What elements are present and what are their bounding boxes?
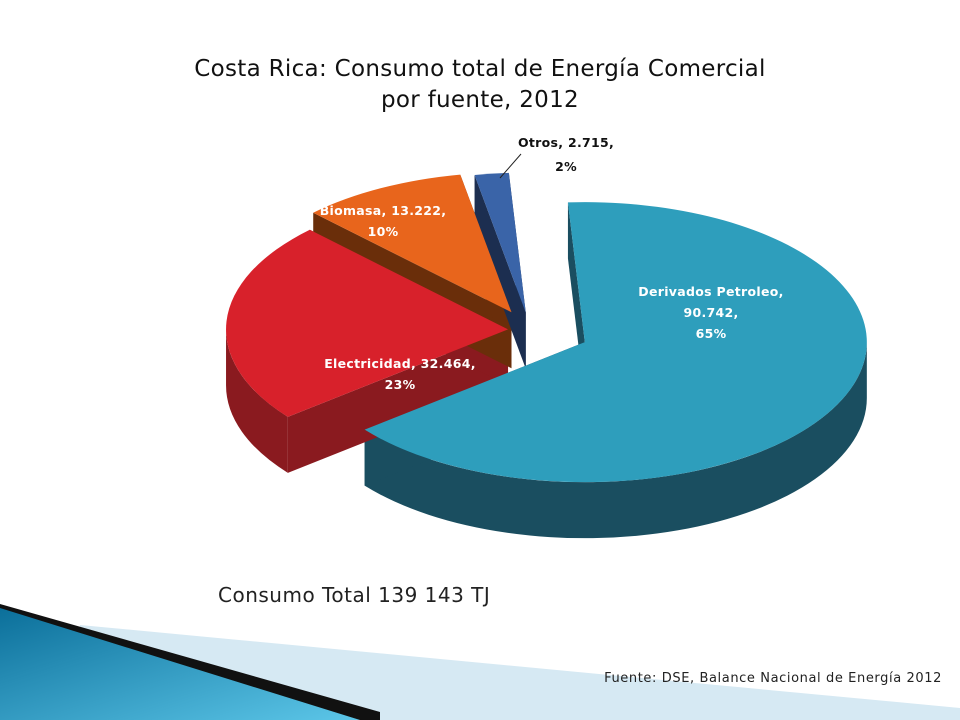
chart-title-line1: Costa Rica: Consumo total de Energía Com… xyxy=(194,56,766,82)
slice-top-derivados-petroleo xyxy=(364,202,867,483)
source-note: Fuente: DSE, Balance Nacional de Energía… xyxy=(604,671,942,686)
pie-slices xyxy=(226,172,867,539)
slice-label-derivados-petroleo-3: 65% xyxy=(696,326,727,341)
slice-top-electricidad xyxy=(226,229,509,417)
slice-label-otros-1: Otros, 2.715, xyxy=(518,135,614,150)
slice-side-derivados-petroleo xyxy=(364,342,867,539)
slice-label-electricidad-1: Electricidad, 32.464, xyxy=(324,356,476,371)
total-consumption-note: Consumo Total 139 143 TJ xyxy=(218,583,491,607)
slice-side-electricidad xyxy=(226,329,288,473)
slice-cut-electricidad-0 xyxy=(287,329,509,473)
slice-label-otros-2: 2% xyxy=(555,159,577,174)
slice-label-electricidad-2: 23% xyxy=(385,377,416,392)
corner-blue-wedge xyxy=(0,608,360,720)
chart-title-line2: por fuente, 2012 xyxy=(381,87,579,113)
slice-label-biomasa-2: 10% xyxy=(368,224,399,239)
pie-labels: Derivados Petroleo, 90.742, 65% Electricida… xyxy=(320,135,784,392)
otros-leader-line xyxy=(499,153,522,179)
slice-top-otros xyxy=(474,172,526,313)
slice-label-biomasa-1: Biomasa, 13.222, xyxy=(320,203,447,218)
slice-label-derivados-petroleo-1: Derivados Petroleo, xyxy=(638,284,783,299)
slice-cut-otros-0 xyxy=(474,174,526,369)
chart-title: Costa Rica: Consumo total de Energía Com… xyxy=(150,54,810,116)
slice-top-biomasa xyxy=(313,174,512,313)
slice-label-derivados-petroleo-2: 90.742, xyxy=(683,305,738,320)
